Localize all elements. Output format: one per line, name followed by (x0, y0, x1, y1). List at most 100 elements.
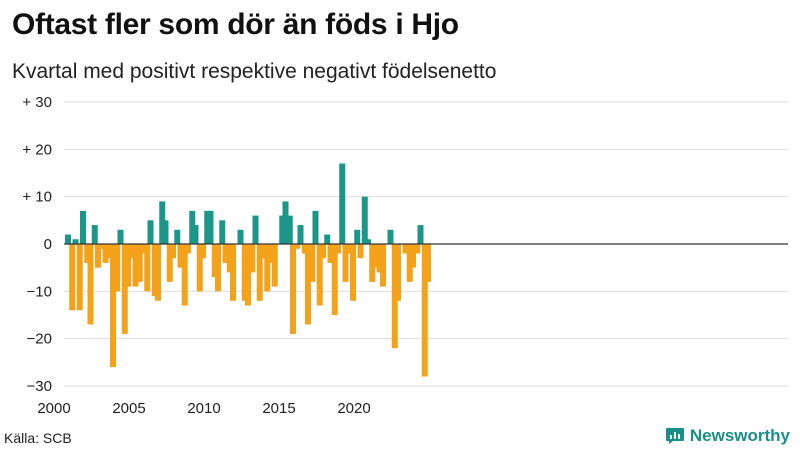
bar-chart: + 30+ 20+ 100−10−20−30 2000 2005 2010 2015 2… (22, 94, 788, 415)
bar (121, 244, 128, 334)
bar (414, 244, 421, 254)
bar (279, 215, 286, 244)
bar (245, 244, 251, 306)
bar (76, 244, 83, 311)
bar (267, 244, 274, 263)
bar (264, 244, 271, 292)
y-tick-label: −20 (27, 331, 52, 348)
bar (211, 244, 218, 278)
bar (192, 225, 199, 244)
source-note: Källa: SCB (4, 430, 72, 446)
bar (290, 244, 296, 334)
bar (147, 220, 154, 244)
bar (230, 244, 236, 301)
bar (177, 244, 184, 268)
x-tick-label: 2005 (112, 400, 145, 415)
bar (155, 244, 161, 301)
y-tick-label: + 10 (22, 189, 52, 206)
bar (305, 244, 311, 325)
bar (91, 225, 98, 244)
bar (294, 244, 301, 249)
bar (380, 244, 386, 287)
bar (207, 210, 214, 244)
bar (361, 196, 368, 244)
bar (69, 244, 76, 311)
brand-logo[interactable]: Newsworthy (665, 426, 790, 446)
bar (406, 244, 413, 282)
bar (339, 163, 346, 244)
bar (312, 210, 319, 244)
bar (170, 244, 176, 259)
bar (324, 234, 331, 244)
chart-subtitle: Kvartal med positivt respektive negativt… (12, 60, 497, 83)
bar (151, 244, 158, 297)
bar (391, 244, 398, 349)
bar (87, 244, 94, 325)
bar (136, 244, 143, 282)
bar (181, 244, 188, 306)
bar (331, 244, 338, 315)
y-tick-label: + 30 (22, 94, 52, 111)
y-tick-label: −30 (27, 378, 52, 395)
bar (252, 215, 259, 244)
bar (320, 244, 326, 259)
y-tick-label: + 20 (22, 141, 52, 158)
bar (215, 244, 221, 292)
bar (196, 244, 203, 292)
brand-name: Newsworthy (689, 426, 790, 445)
bar (282, 201, 289, 244)
bar (357, 244, 364, 259)
bars (65, 163, 431, 377)
bar (402, 244, 409, 254)
bar (387, 229, 394, 244)
bar (106, 244, 113, 259)
bar (166, 244, 173, 282)
x-tick-label: 2015 (262, 400, 295, 415)
bar (84, 244, 91, 263)
bar (249, 244, 256, 273)
bar (365, 239, 371, 244)
bar (110, 244, 116, 368)
bar (425, 244, 431, 282)
bar (162, 220, 169, 244)
bar (125, 244, 131, 287)
bar (297, 225, 304, 244)
bar (417, 225, 424, 244)
bar (241, 244, 248, 301)
bar (346, 244, 353, 254)
bar (309, 244, 316, 282)
x-axis-ticks: 2000 2005 2010 2015 2020 (37, 400, 370, 415)
bar (159, 201, 166, 244)
y-tick-label: −10 (27, 283, 52, 300)
bar (200, 244, 206, 259)
bar (174, 229, 181, 244)
bar (219, 220, 226, 244)
bar (256, 244, 263, 301)
bar (421, 244, 428, 377)
bar (102, 244, 109, 263)
newsworthy-logo-icon (665, 428, 684, 444)
chart-title: Oftast fler som dör än föds i Hjo (12, 8, 459, 41)
bar (395, 244, 401, 301)
bar (372, 244, 379, 268)
bar (204, 210, 211, 244)
bar (129, 244, 136, 259)
bar (222, 244, 229, 263)
bar (260, 244, 266, 259)
bar (410, 244, 416, 268)
x-tick-label: 2000 (37, 400, 70, 415)
y-tick-label: 0 (44, 236, 52, 253)
bar (72, 239, 79, 244)
bar (189, 210, 196, 244)
x-tick-label: 2010 (187, 400, 220, 415)
bar (80, 210, 86, 244)
bar (185, 244, 191, 254)
bar (95, 244, 101, 268)
bar (327, 244, 334, 263)
bar (316, 244, 323, 306)
bar (271, 244, 278, 287)
bar (140, 244, 146, 254)
y-axis-ticks: + 30 + 20 + 10 0 −10 −20 −30 (22, 94, 52, 395)
bar (376, 244, 383, 273)
bar (117, 229, 124, 244)
